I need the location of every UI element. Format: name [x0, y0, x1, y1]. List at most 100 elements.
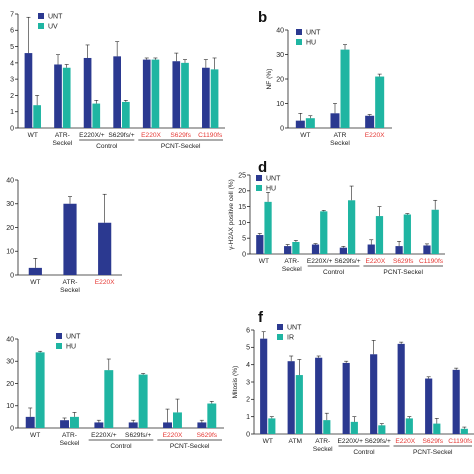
bar [375, 76, 385, 128]
bar [395, 246, 403, 254]
x-tick-label-line: Seckel [52, 140, 72, 147]
x-tick-label-line: S629fs [393, 258, 414, 265]
bar [207, 403, 217, 428]
y-tick-label: 0 [242, 251, 246, 258]
y-tick-label: 20 [276, 76, 284, 83]
x-tick-label: WT [30, 432, 40, 439]
bar [24, 53, 33, 129]
bar [264, 201, 272, 254]
x-tick-label: WT [28, 132, 38, 139]
legend-swatch [277, 324, 283, 330]
y-tick-label: 40 [276, 27, 284, 34]
bar [339, 247, 347, 254]
x-tick-label: S629fs [422, 438, 443, 445]
group-label: Control [96, 143, 118, 150]
y-tick-label: 3 [10, 77, 14, 84]
y-tick-label: 10 [276, 101, 284, 108]
bar [315, 357, 323, 434]
bar [403, 214, 411, 254]
bar [256, 235, 264, 254]
legend-label: HU [266, 186, 276, 193]
x-tick-label: ATR-Seckel [313, 438, 333, 453]
bar [173, 412, 182, 428]
group-label: PCNT-Seckel [170, 443, 210, 450]
legend-swatch [56, 333, 62, 339]
panel-a: 0 1 2 3 4 5 6 7 WT ATR-Seckel E220X/+ S629fs/+ E220X… [10, 11, 225, 150]
x-tick-label: E220X [365, 258, 385, 265]
x-tick-label-line: C1190fs [448, 438, 473, 445]
x-tick-label-line: S629fs/+ [108, 132, 134, 139]
x-tick-label-line: S629fs/+ [125, 432, 151, 439]
panel-letter: f [258, 309, 264, 326]
x-tick-label-line: E220X/+ [91, 432, 117, 439]
group-label: PCNT-Seckel [161, 143, 201, 150]
y-tick-label: 1 [10, 109, 14, 116]
bar [113, 56, 121, 128]
bar [350, 421, 358, 434]
y-tick-label: 6 [246, 327, 250, 334]
x-tick-label-line: Seckel [282, 266, 302, 273]
x-tick-label-line: S629fs [170, 132, 191, 139]
bar [397, 343, 405, 434]
bar [431, 209, 439, 254]
legend-label: UNT [48, 14, 63, 21]
x-tick-label-line: E220X/+ [338, 438, 364, 445]
y-tick-label: 4 [10, 60, 14, 67]
y-axis-label: Mitosis (%) [232, 366, 239, 399]
bar [287, 361, 295, 434]
bar [365, 115, 375, 128]
legend-swatch [296, 29, 302, 35]
y-tick-label: 25 [238, 172, 246, 179]
y-tick-label: 10 [6, 403, 14, 410]
x-tick-label: ATR Seckel [330, 132, 350, 147]
legend-label: UNT [66, 334, 81, 341]
x-tick-label: C1190fs [419, 258, 444, 265]
bar [98, 222, 112, 275]
bar [94, 422, 104, 428]
bar [210, 69, 219, 128]
bar [340, 49, 350, 128]
legend-swatch [296, 39, 302, 45]
bar [260, 338, 268, 434]
x-tick-label: E220X/+ [307, 258, 333, 265]
x-tick-label-line: WT [263, 438, 273, 445]
x-tick-label-line: S629fs/+ [365, 438, 391, 445]
bar [104, 370, 114, 428]
bar [60, 420, 69, 428]
bar [330, 113, 340, 128]
group-label: Control [353, 449, 375, 456]
bar [295, 375, 303, 434]
bar [295, 120, 305, 128]
legend-swatch [277, 334, 283, 340]
bar [151, 59, 160, 128]
x-tick-label: C1190fs [448, 438, 473, 445]
x-tick-label-line: S629fs [422, 438, 443, 445]
legend-label: HU [306, 40, 316, 47]
x-tick-label: E220X [95, 279, 115, 286]
x-tick-label: E220X [163, 432, 183, 439]
x-tick-label-line: E220X/+ [307, 258, 333, 265]
x-tick-label-line: Seckel [60, 440, 80, 447]
x-tick-label: ATR-Seckel [282, 258, 302, 273]
x-tick-label-line: WT [30, 279, 40, 286]
x-tick-label-line: S629fs [197, 432, 218, 439]
bar [433, 423, 441, 434]
x-tick-label: S629fs [170, 132, 191, 139]
bar [181, 62, 189, 128]
x-tick-label: E220X/+ [91, 432, 117, 439]
legend-label: UNT [266, 176, 281, 183]
x-tick-label: WT [30, 279, 40, 286]
bar [172, 61, 181, 128]
x-tick-label-line: ATR- [55, 132, 70, 139]
bar [292, 241, 300, 254]
panel-f: f 0 1 2 3 4 5 6 Mitosis (%) WT ATM ATR-Seckel E220X/… [232, 309, 474, 456]
y-tick-label: 10 [6, 249, 14, 256]
x-tick-label-line: Seckel [313, 446, 333, 453]
legend-label: UV [48, 24, 58, 31]
y-tick-label: 0 [10, 425, 14, 432]
y-tick-label: 6 [10, 28, 14, 35]
x-tick-label-line: Seckel [60, 287, 80, 294]
x-tick-label-line: C1190fs [419, 258, 444, 265]
x-tick-label: E220X/+ [338, 438, 364, 445]
